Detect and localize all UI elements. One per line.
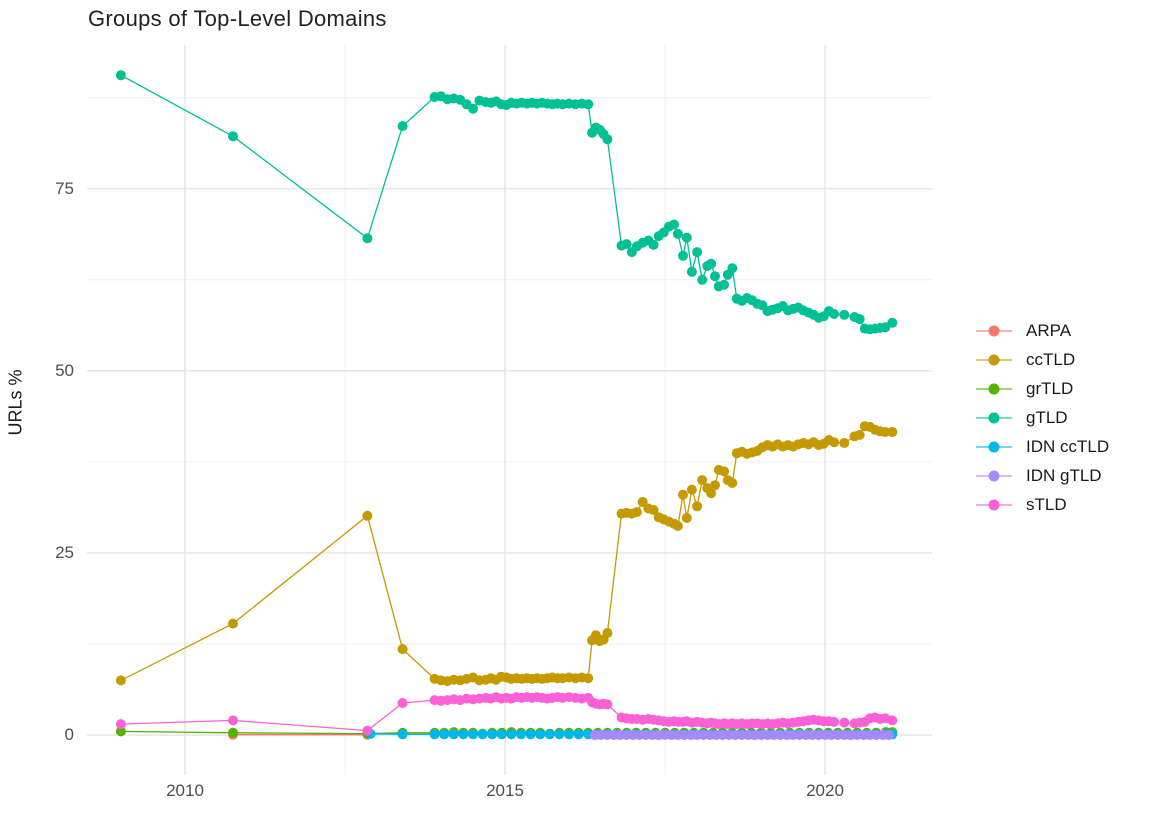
legend-item-stld: sTLD (975, 490, 1109, 519)
grid-minor (87, 45, 932, 775)
legend-key-icon (976, 325, 1012, 336)
legend-label: ccTLD (1026, 349, 1076, 369)
y-axis-title: URLs % (5, 369, 26, 436)
y-tick-25: 25 (55, 543, 74, 562)
legend-item-cctld: ccTLD (975, 345, 1109, 374)
x-tick-2020: 2020 (806, 781, 844, 800)
series-gtld (115, 70, 898, 335)
plot-area (87, 45, 932, 775)
legend-item-idn-gtld: IDN gTLD (975, 461, 1109, 490)
legend-label: ARPA (1026, 320, 1072, 340)
legend-key-icon (976, 383, 1012, 394)
legend-label: sTLD (1026, 494, 1067, 514)
legend-label: IDN gTLD (1026, 465, 1102, 485)
legend-item-arpa: ARPA (975, 316, 1109, 345)
legend-key-icon (976, 470, 1012, 481)
legend-label: IDN ccTLD (1026, 436, 1110, 456)
legend-item-gtld: gTLD (975, 403, 1109, 432)
chart-title: Groups of Top-Level Domains (88, 6, 387, 31)
y-tick-50: 50 (55, 361, 74, 380)
legend-label: gTLD (1026, 407, 1068, 427)
legend-key-icon (976, 441, 1012, 452)
x-tick-2010: 2010 (166, 781, 204, 800)
x-tick-2015: 2015 (486, 781, 524, 800)
legend-label: grTLD (1026, 378, 1074, 398)
legend: ARPA ccTLD grTLD gTLD IDN ccTLD IDN gTLD sTLD (975, 316, 1109, 519)
series-cctld (115, 421, 898, 687)
series-idn-gtld (589, 730, 895, 740)
legend-item-idn-cctld: IDN ccTLD (975, 432, 1109, 461)
legend-key-icon (976, 499, 1012, 510)
series-stld (115, 692, 898, 736)
legend-item-grtld: grTLD (975, 374, 1109, 403)
y-tick-0: 0 (64, 725, 74, 744)
legend-key-icon (976, 354, 1012, 365)
legend-key-icon (976, 412, 1012, 423)
grid-major (87, 45, 932, 775)
series-arpa (228, 729, 373, 740)
y-tick-75: 75 (55, 179, 74, 198)
